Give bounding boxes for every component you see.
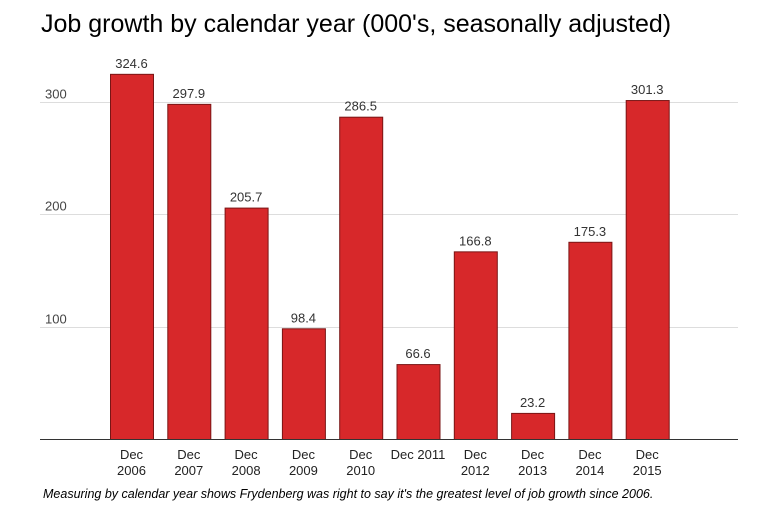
- bar: [224, 207, 269, 440]
- x-tick-label-line: Dec: [235, 447, 259, 462]
- data-label: 175.3: [574, 224, 607, 239]
- x-tick-label: Dec 2007: [174, 447, 203, 478]
- bars: [110, 73, 670, 441]
- x-tick-label-line: Dec: [578, 447, 602, 462]
- x-tick-label-line: Dec: [292, 447, 316, 462]
- bar: [511, 412, 556, 440]
- x-tick-label-line: 2012: [461, 463, 490, 478]
- x-tick-label-line: Dec: [464, 447, 488, 462]
- x-tick-label-line: 2014: [575, 463, 604, 478]
- x-tick-label: Dec 2008: [232, 447, 261, 478]
- data-label: 23.2: [520, 395, 545, 410]
- bar: [453, 251, 498, 440]
- x-tick-label-line: 2008: [232, 463, 261, 478]
- x-tick-label-line: 2007: [174, 463, 203, 478]
- x-tick-label: Dec 2011: [391, 447, 446, 462]
- x-tick-label-line: Dec: [120, 447, 144, 462]
- data-label: 205.7: [230, 190, 263, 205]
- y-tick-label: 200: [45, 199, 67, 214]
- x-tick-label-line: Dec: [521, 447, 545, 462]
- x-tick-label-line: 2013: [518, 463, 547, 478]
- chart-caption: Measuring by calendar year shows Frydenb…: [43, 487, 654, 501]
- x-tick-label-line: Dec 2011: [391, 447, 446, 462]
- bar: [396, 364, 441, 441]
- bar: [110, 73, 154, 440]
- x-tick-label-line: Dec: [349, 447, 373, 462]
- x-tick-label: Dec 2006: [117, 447, 146, 478]
- x-tick-label: Dec 2012: [461, 447, 490, 478]
- gridlines: [40, 102, 738, 328]
- x-tick-label: Dec 2015: [633, 447, 662, 478]
- y-tick-label: 100: [45, 312, 67, 327]
- x-tick-label: Dec 2010: [346, 447, 375, 478]
- x-tick-label: Dec 2009: [289, 447, 318, 478]
- y-tick-label: 300: [45, 87, 67, 102]
- x-tick-label-line: 2009: [289, 463, 318, 478]
- data-label: 297.9: [173, 86, 206, 101]
- data-label: 98.4: [291, 310, 316, 325]
- y-axis-ticks: 100 200 300: [45, 87, 67, 327]
- chart-title: Job growth by calendar year (000's, seas…: [41, 10, 672, 38]
- data-label: 166.8: [459, 233, 492, 248]
- data-labels: 324.6 297.9 205.7 98.4 286.5 66.6 166.8 23.2 175…: [115, 56, 663, 410]
- x-tick-label-line: 2010: [346, 463, 375, 478]
- data-label: 301.3: [631, 82, 664, 97]
- data-label: 324.6: [115, 56, 148, 71]
- bar: [625, 100, 670, 440]
- data-label: 66.6: [405, 346, 430, 361]
- bar: [281, 328, 326, 440]
- data-label: 286.5: [344, 99, 377, 114]
- x-tick-label-line: Dec: [636, 447, 660, 462]
- x-tick-label: Dec 2013: [518, 447, 547, 478]
- bar: [568, 241, 613, 440]
- bar: [339, 116, 384, 440]
- x-tick-label: Dec 2014: [575, 447, 604, 478]
- bar: [167, 103, 212, 441]
- x-tick-label-line: 2006: [117, 463, 146, 478]
- x-tick-label-line: Dec: [177, 447, 201, 462]
- x-tick-label-line: 2015: [633, 463, 662, 478]
